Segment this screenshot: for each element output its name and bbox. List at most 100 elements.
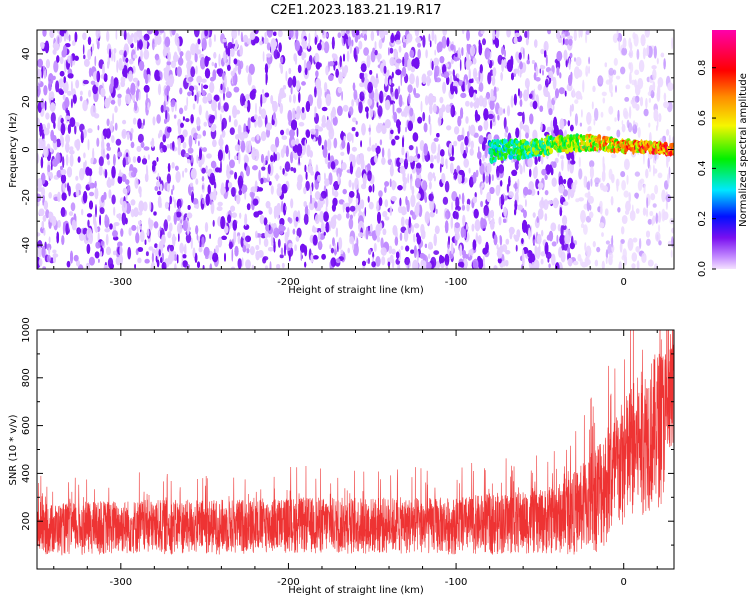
spectrogram-noise-blob (558, 184, 565, 194)
spectrogram-noise-blob (261, 166, 266, 171)
spectrogram-noise-blob (235, 134, 240, 140)
spectrogram-noise-blob (50, 112, 56, 124)
spectrogram-noise-blob (154, 53, 160, 61)
spectrogram-noise-blob (428, 78, 432, 83)
spectrogram-noise-blob (454, 126, 460, 135)
spectrogram-noise-blob (228, 53, 231, 67)
spectrogram-noise-blob (188, 135, 193, 148)
spectrogram-noise-blob (352, 182, 354, 191)
spectrogram-noise-blob (231, 266, 235, 269)
spectrogram-noise-blob (216, 68, 221, 75)
spectrogram-noise-blob (446, 163, 448, 169)
spectrogram-noise-blob (621, 180, 626, 191)
spectrogram-noise-blob (234, 171, 238, 180)
spectrogram-noise-blob (353, 47, 357, 60)
spectrogram-noise-blob (529, 168, 532, 178)
spectrogram-noise-blob (315, 126, 319, 138)
spectrogram-noise-blob (67, 124, 71, 134)
spectrogram-noise-blob (394, 236, 399, 246)
spectrogram-noise-blob (356, 237, 359, 247)
spectrogram-noise-blob (120, 80, 125, 88)
spectrogram-noise-blob (635, 246, 640, 253)
spectrogram-noise-blob (524, 78, 530, 89)
spectrogram-noise-blob (384, 31, 388, 35)
spectrogram-noise-blob (55, 138, 62, 148)
spectrogram-noise-blob (490, 88, 494, 98)
spectrogram-noise-blob (185, 233, 192, 244)
spectrogram-noise-blob (296, 80, 300, 91)
spectrogram-noise-blob (260, 177, 264, 185)
spectrogram-noise-blob (172, 184, 175, 191)
spectrogram-noise-blob (346, 50, 350, 62)
spectrogram-noise-blob (579, 122, 583, 127)
spectrogram-noise-blob (531, 262, 536, 269)
spectrogram-noise-blob (410, 178, 413, 191)
spectrogram-noise-blob (251, 264, 255, 269)
spectrogram-noise-blob (351, 30, 357, 38)
spectrogram-noise-blob (85, 262, 90, 269)
spectrogram-noise-blob (263, 37, 269, 45)
spectrogram-noise-blob (647, 259, 654, 267)
spectrogram-noise-blob (387, 261, 391, 267)
spectrogram-noise-blob (478, 146, 480, 153)
spectrogram-noise-blob (537, 84, 542, 91)
spectrogram-noise-blob (638, 238, 642, 250)
spectrogram-noise-blob (132, 117, 137, 125)
spectrogram-noise-blob (622, 107, 628, 118)
spectrogram-noise-blob (111, 176, 115, 186)
spectrogram-noise-blob (459, 244, 463, 257)
spectrogram-noise-blob (117, 93, 122, 99)
spectrogram-noise-blob (636, 48, 640, 60)
spectrogram-noise-blob (122, 119, 127, 125)
spectrogram-noise-blob (113, 206, 116, 216)
spectrogram-noise-blob (291, 107, 296, 121)
spectrogram-noise-blob (79, 95, 83, 102)
spectrogram-noise-blob (657, 77, 664, 88)
spectrogram-noise-blob (209, 233, 212, 239)
spectrogram-noise-blob (623, 190, 629, 198)
spectrogram-noise-blob (202, 197, 205, 205)
spectrogram-noise-blob (260, 94, 263, 107)
spectrogram-noise-blob (53, 60, 59, 73)
spectrogram-noise-blob (320, 40, 325, 51)
spectrogram-noise-blob (69, 117, 76, 128)
spectrogram-noise-blob (487, 133, 493, 141)
spectrogram-noise-blob (328, 126, 335, 140)
spectrogram-noise-blob (82, 99, 88, 112)
spectrogram-noise-blob (49, 147, 53, 153)
spectrogram-noise-blob (463, 158, 470, 168)
spectrogram-noise-blob (277, 238, 281, 248)
spectrogram-noise-blob (176, 66, 182, 77)
spectrogram-noise-blob (574, 57, 576, 62)
spectrogram-noise-blob (37, 152, 40, 164)
spectrogram-noise-blob (503, 108, 506, 114)
spectrogram-noise-blob (296, 127, 299, 138)
spectrogram-noise-blob (79, 90, 83, 96)
spectrogram-noise-blob (479, 64, 483, 74)
spectrogram-noise-blob (55, 80, 60, 93)
spectrogram-noise-blob (123, 30, 127, 41)
spectrogram-noise-blob (632, 237, 638, 243)
spectrogram-noise-blob (52, 49, 57, 55)
spectrogram-noise-blob (355, 120, 358, 125)
spectrogram-noise-blob (648, 122, 651, 128)
spectrogram-noise-blob (146, 92, 148, 101)
spectrogram-noise-blob (244, 155, 249, 164)
spectrogram-noise-blob (594, 182, 599, 187)
spectrogram-noise-blob (107, 160, 111, 166)
spectrogram-noise-blob (532, 212, 536, 218)
spectrogram-noise-blob (304, 164, 307, 173)
spectrogram-noise-blob (46, 254, 52, 263)
spectrogram-noise-blob (76, 260, 80, 267)
spectrogram-noise-blob (367, 195, 370, 203)
spectrogram-noise-blob (175, 165, 179, 171)
spectrogram-noise-blob (64, 97, 69, 103)
spectrogram-noise-blob (647, 218, 652, 225)
spectrogram-noise-blob (562, 224, 567, 231)
spectrogram-noise-blob (493, 86, 497, 96)
spectrogram-noise-blob (159, 183, 163, 192)
spectrogram-noise-blob (114, 122, 118, 131)
spectrogram-noise-blob (590, 178, 593, 187)
spectrogram-noise-blob (498, 180, 501, 193)
